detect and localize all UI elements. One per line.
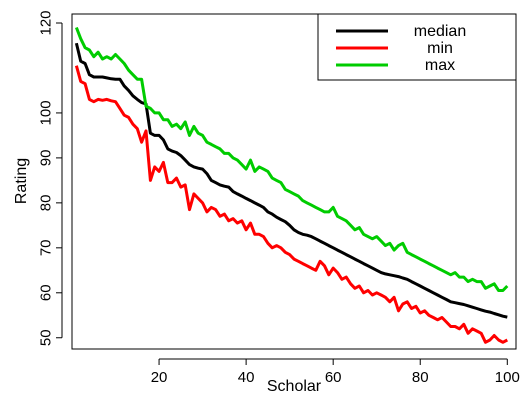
series-line-max <box>74 26 509 292</box>
y-tick-label: 90 <box>38 150 55 167</box>
x-tick-label: 100 <box>495 369 520 386</box>
plot-box <box>71 13 517 350</box>
y-tick-label: 80 <box>38 195 55 212</box>
y-tick-label: 100 <box>38 100 55 125</box>
x-axis-title: Scholar <box>267 378 322 395</box>
x-axis: 20 40 60 80 100 <box>151 358 520 386</box>
x-tick-label: 20 <box>151 369 168 386</box>
y-axis-title: Rating <box>13 158 30 204</box>
y-tick-label: 70 <box>38 239 55 256</box>
x-tick-label: 60 <box>325 369 342 386</box>
series-line-median <box>74 42 508 319</box>
y-tick-label: 120 <box>38 10 55 35</box>
y-axis: 50 60 70 80 90 100 120 <box>38 10 63 346</box>
x-tick-label: 80 <box>412 369 429 386</box>
legend-label-median: median <box>414 23 466 40</box>
y-tick-label: 60 <box>38 284 55 301</box>
y-tick-label: 50 <box>38 329 55 346</box>
legend-label-max: max <box>425 57 455 74</box>
x-tick-label: 40 <box>238 369 255 386</box>
series-layer <box>74 26 509 344</box>
legend-label-min: min <box>427 40 453 57</box>
series-line-min <box>74 65 508 344</box>
